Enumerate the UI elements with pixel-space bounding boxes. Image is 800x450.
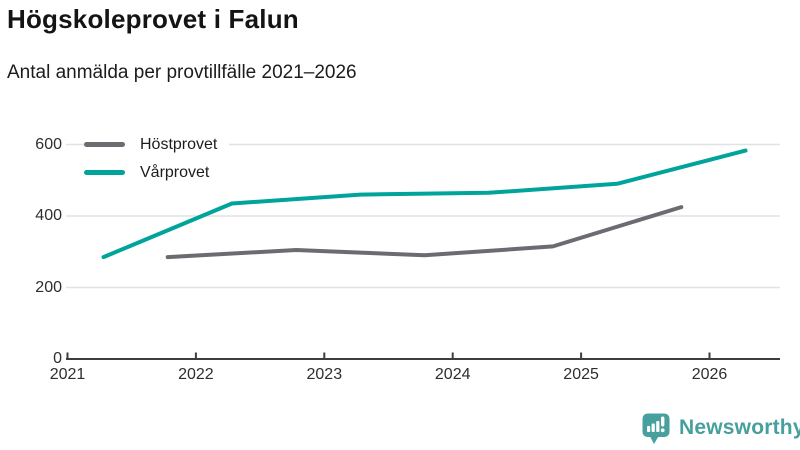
y-tick-label-200: 200 xyxy=(35,278,62,296)
y-tick-label-400: 400 xyxy=(35,207,62,224)
x-tick-label-2026: 2026 xyxy=(691,366,728,383)
legend-swatch-hostprovet xyxy=(84,142,125,147)
series-line-höstprovet xyxy=(165,205,684,260)
legend-item-hostprovet: Höstprovet xyxy=(84,133,230,156)
newsworthy-logo: Newsworthy xyxy=(642,413,800,445)
legend: Höstprovet Vårprovet xyxy=(84,133,230,189)
x-tick-label-2022: 2022 xyxy=(178,366,214,383)
x-tick-label-2025: 2025 xyxy=(563,366,599,383)
chart-title: Högskoleprovet i Falun xyxy=(7,4,299,34)
legend-swatch-varprovet xyxy=(84,170,125,175)
newsworthy-bar-chart-bubble-icon xyxy=(642,413,670,444)
legend-label-hostprovet: Höstprovet xyxy=(140,135,218,153)
y-tick-label-0: 0 xyxy=(53,350,62,367)
series-line-vårprovet xyxy=(101,148,748,260)
legend-item-varprovet: Vårprovet xyxy=(84,161,230,184)
newsworthy-logo-text: Newsworthy xyxy=(679,416,800,439)
x-tick-label-2021: 2021 xyxy=(49,366,86,383)
x-tick-label-2023: 2023 xyxy=(306,366,343,383)
x-tick-label-2024: 2024 xyxy=(434,366,471,383)
legend-label-varprovet: Vårprovet xyxy=(140,163,210,181)
y-tick-label-600: 600 xyxy=(35,135,62,153)
chart-subtitle: Antal anmälda per provtillfälle 2021–202… xyxy=(7,62,357,83)
